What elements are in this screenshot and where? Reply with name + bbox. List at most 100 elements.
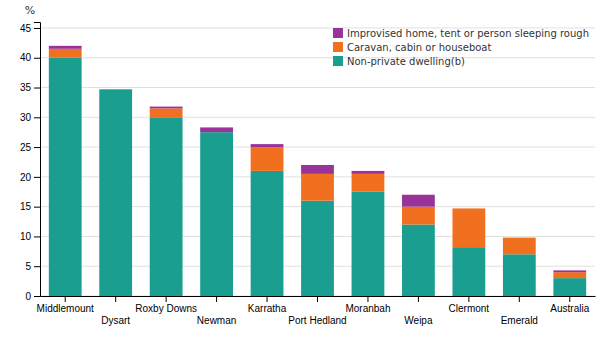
legend-label: Improvised home, tent or person sleeping… bbox=[347, 28, 589, 39]
x-axis: Middlemount Dysart Roxby DownsNewman Karrat… bbox=[37, 296, 596, 326]
y-axis: 0 5 10 15 20 25 30 35 40 45 bbox=[20, 23, 41, 302]
grid-line bbox=[40, 87, 595, 88]
x-tick-mark bbox=[519, 296, 520, 302]
chart: 0 5 10 15 20 25 30 35 40 45 Middlemount Dysart Roxby… bbox=[0, 0, 605, 340]
y-tick-mark bbox=[34, 28, 40, 29]
bar bbox=[402, 225, 435, 296]
bar bbox=[99, 89, 132, 296]
y-tick-label: 15 bbox=[20, 201, 32, 212]
bar-series bbox=[49, 49, 586, 278]
x-tick-label: Emerald bbox=[501, 315, 538, 326]
bar bbox=[49, 58, 82, 296]
bar bbox=[251, 144, 284, 147]
bar bbox=[452, 247, 485, 296]
legend-item: Improvised home, tent or person sleeping… bbox=[333, 28, 589, 39]
bar bbox=[402, 207, 435, 225]
x-tick: Karratha bbox=[248, 296, 287, 314]
x-tick-mark bbox=[317, 296, 318, 302]
x-tick-mark bbox=[115, 296, 116, 302]
y-tick: 35 bbox=[20, 82, 40, 93]
bar bbox=[352, 171, 385, 174]
y-tick: 10 bbox=[20, 231, 40, 242]
bar bbox=[251, 171, 284, 296]
x-tick-label: Port Hedland bbox=[288, 315, 346, 326]
x-tick-label: Karratha bbox=[248, 303, 287, 314]
y-tick-mark bbox=[34, 117, 40, 118]
y-tick-mark bbox=[34, 88, 40, 89]
bar bbox=[49, 49, 82, 58]
bar bbox=[301, 201, 334, 296]
bar-series bbox=[49, 58, 586, 296]
bar bbox=[452, 208, 485, 247]
bar bbox=[301, 165, 334, 174]
y-tick: 45 bbox=[20, 23, 40, 34]
y-tick-mark bbox=[34, 147, 40, 148]
x-tick-mark bbox=[418, 296, 419, 302]
y-tick: 25 bbox=[20, 142, 40, 153]
legend-swatch bbox=[333, 28, 343, 38]
bar bbox=[352, 192, 385, 296]
y-tick-label: 45 bbox=[20, 23, 32, 34]
y-tick-label: 20 bbox=[20, 172, 32, 183]
bar bbox=[150, 117, 183, 296]
y-tick-mark bbox=[34, 236, 40, 237]
bar bbox=[99, 89, 132, 90]
x-tick-label: Australia bbox=[550, 303, 589, 314]
bar bbox=[150, 107, 183, 109]
x-tick-mark bbox=[267, 296, 268, 302]
y-tick-label: 10 bbox=[20, 231, 32, 242]
y-tick-mark bbox=[34, 177, 40, 178]
y-tick: 30 bbox=[20, 112, 40, 123]
y-tick: 20 bbox=[20, 172, 40, 183]
x-tick: Moranbah bbox=[345, 296, 390, 314]
x-tick: Clermont bbox=[449, 296, 490, 314]
bars bbox=[49, 46, 586, 296]
bar bbox=[150, 108, 183, 117]
x-tick-label: Dysart bbox=[101, 315, 130, 326]
bar bbox=[402, 195, 435, 207]
x-tick: Weipa bbox=[404, 296, 433, 326]
bar bbox=[553, 278, 586, 296]
y-tick-mark bbox=[34, 58, 40, 59]
x-tick-label: Weipa bbox=[404, 315, 433, 326]
x-tick-mark bbox=[569, 296, 570, 302]
bar bbox=[553, 272, 586, 278]
y-tick: 15 bbox=[20, 201, 40, 212]
y-tick-label: 5 bbox=[25, 261, 31, 272]
x-tick-mark bbox=[468, 296, 469, 302]
bar bbox=[99, 89, 132, 90]
y-axis-title: % bbox=[25, 4, 35, 17]
y-tick: 40 bbox=[20, 52, 40, 63]
legend-swatch bbox=[333, 42, 343, 52]
y-axis-line bbox=[34, 23, 41, 297]
grid-line bbox=[40, 57, 595, 58]
x-tick-label: Newman bbox=[197, 315, 236, 326]
bar bbox=[553, 270, 586, 272]
bar-series bbox=[49, 46, 586, 272]
x-tick: Middlemount bbox=[37, 296, 94, 314]
x-tick: Roxby Downs bbox=[135, 296, 197, 314]
y-tick: 0 bbox=[25, 291, 40, 302]
x-tick-label: Roxby Downs bbox=[135, 303, 197, 314]
x-tick-mark bbox=[166, 296, 167, 302]
bar bbox=[503, 237, 536, 238]
legend-item: Caravan, cabin or houseboat bbox=[333, 42, 492, 53]
x-tick-label: Clermont bbox=[449, 303, 490, 314]
y-tick-label: 40 bbox=[20, 52, 32, 63]
legend-label: Caravan, cabin or houseboat bbox=[347, 42, 492, 53]
y-tick: 5 bbox=[25, 261, 40, 272]
x-tick: Newman bbox=[197, 296, 236, 326]
bar bbox=[251, 147, 284, 171]
y-tick-mark bbox=[34, 266, 40, 267]
y-tick-label: 0 bbox=[25, 291, 31, 302]
y-tick-label: 35 bbox=[20, 82, 32, 93]
legend-label: Non-private dwelling(b) bbox=[347, 56, 465, 67]
x-tick: Dysart bbox=[101, 296, 130, 326]
x-tick: Australia bbox=[550, 296, 589, 314]
bar bbox=[200, 127, 233, 132]
plot: 0 5 10 15 20 25 30 35 40 45 Middlemount Dysart Roxby… bbox=[20, 23, 596, 327]
bar bbox=[200, 132, 233, 296]
x-tick-label: Middlemount bbox=[37, 303, 94, 314]
x-tick-label: Moranbah bbox=[345, 303, 390, 314]
bar bbox=[503, 238, 536, 255]
